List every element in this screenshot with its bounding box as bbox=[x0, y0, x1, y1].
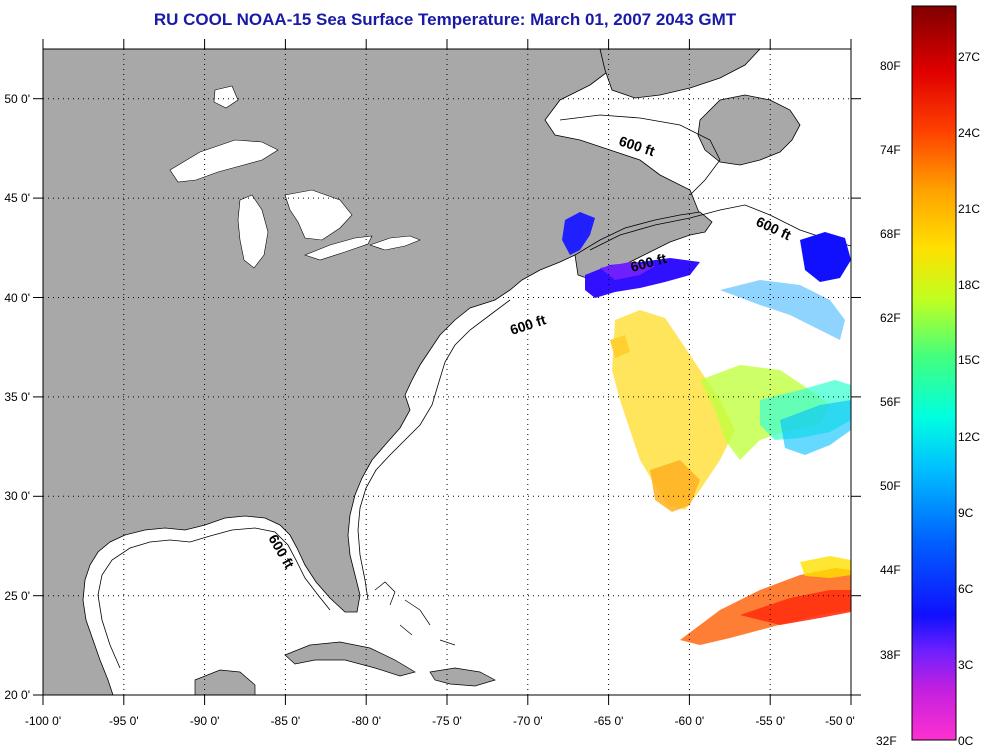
lat-tick-label: 20 0' bbox=[4, 688, 30, 702]
land-bahamas bbox=[374, 581, 456, 646]
colorbar-c-label: 3C bbox=[958, 658, 974, 672]
lon-tick-label: -60 0' bbox=[675, 714, 705, 728]
lon-tick-label: -85 0' bbox=[271, 714, 301, 728]
lat-tick-label: 50 0' bbox=[4, 92, 30, 106]
lake-erie bbox=[304, 235, 373, 261]
colorbar-c-label: 9C bbox=[958, 506, 974, 520]
lat-labels: 50 0' 45 0' 40 0' 35 0' 30 0' 25 0' 20 0… bbox=[4, 92, 30, 702]
colorbar-c-label: 21C bbox=[958, 202, 980, 216]
land-newfoundland bbox=[697, 94, 801, 166]
lake-michigan bbox=[237, 194, 269, 269]
lat-tick-label: 45 0' bbox=[4, 191, 30, 205]
colorbar-f-label: 74F bbox=[880, 143, 901, 157]
lake-ontario bbox=[369, 235, 421, 251]
colorbar-f-label: 56F bbox=[880, 395, 901, 409]
colorbar-c-labels: 27C 24C 21C 18C 15C 12C 9C 6C 3C 0C bbox=[958, 50, 980, 748]
lon-tick-label: -95 0' bbox=[109, 714, 139, 728]
isobath-north bbox=[589, 204, 851, 251]
colorbar-f-label: 62F bbox=[880, 311, 901, 325]
tick-marks bbox=[33, 39, 861, 705]
lon-tick-label: -55 0' bbox=[755, 714, 785, 728]
lon-tick-label: -50 0' bbox=[825, 714, 855, 728]
lon-labels: -100 0' -95 0' -90 0' -85 0' -80 0' -75 … bbox=[25, 714, 855, 728]
isobath-gulf-stlawrence bbox=[559, 114, 721, 196]
lake-huron bbox=[284, 189, 353, 241]
lon-tick-label: -65 0' bbox=[594, 714, 624, 728]
isobath-gulf bbox=[97, 527, 331, 669]
colorbar-f-label: 38F bbox=[880, 648, 901, 662]
lon-tick-label: -75 0' bbox=[432, 714, 462, 728]
colorbar-c-label: 27C bbox=[958, 50, 980, 64]
lat-tick-label: 35 0' bbox=[4, 390, 30, 404]
colorbar-c-label: 18C bbox=[958, 278, 980, 292]
lat-tick-label: 25 0' bbox=[4, 589, 30, 603]
land-yucatan bbox=[194, 669, 256, 695]
lon-tick-label: -90 0' bbox=[190, 714, 220, 728]
colorbar bbox=[911, 5, 957, 741]
map-title: RU COOL NOAA-15 Sea Surface Temperature:… bbox=[153, 10, 737, 29]
colorbar-f-label: 68F bbox=[880, 227, 901, 241]
colorbar-c-label: 15C bbox=[958, 353, 980, 367]
sst-observations bbox=[562, 212, 851, 645]
lat-tick-label: 30 0' bbox=[4, 489, 30, 503]
colorbar-f-label: 50F bbox=[880, 479, 901, 493]
colorbar-f-labels: 80F 74F 68F 62F 56F 50F 44F 38F 32F bbox=[876, 59, 901, 748]
land-hispaniola bbox=[429, 667, 496, 687]
hudson-bay-area bbox=[213, 85, 239, 109]
lon-tick-label: -70 0' bbox=[513, 714, 543, 728]
colorbar-c-label: 0C bbox=[958, 734, 974, 748]
colorbar-f-label: 80F bbox=[880, 59, 901, 73]
isobath-east-coast bbox=[357, 299, 511, 601]
colorbar-c-label: 6C bbox=[958, 582, 974, 596]
colorbar-c-label: 12C bbox=[958, 430, 980, 444]
land-cuba bbox=[284, 641, 416, 677]
lon-tick-label: -100 0' bbox=[25, 714, 61, 728]
colorbar-f-label: 32F bbox=[876, 734, 897, 748]
colorbar-c-label: 24C bbox=[958, 126, 980, 140]
lon-tick-label: -80 0' bbox=[351, 714, 381, 728]
colorbar-f-label: 44F bbox=[880, 563, 901, 577]
lake-superior bbox=[169, 139, 279, 183]
lat-tick-label: 40 0' bbox=[4, 291, 30, 305]
